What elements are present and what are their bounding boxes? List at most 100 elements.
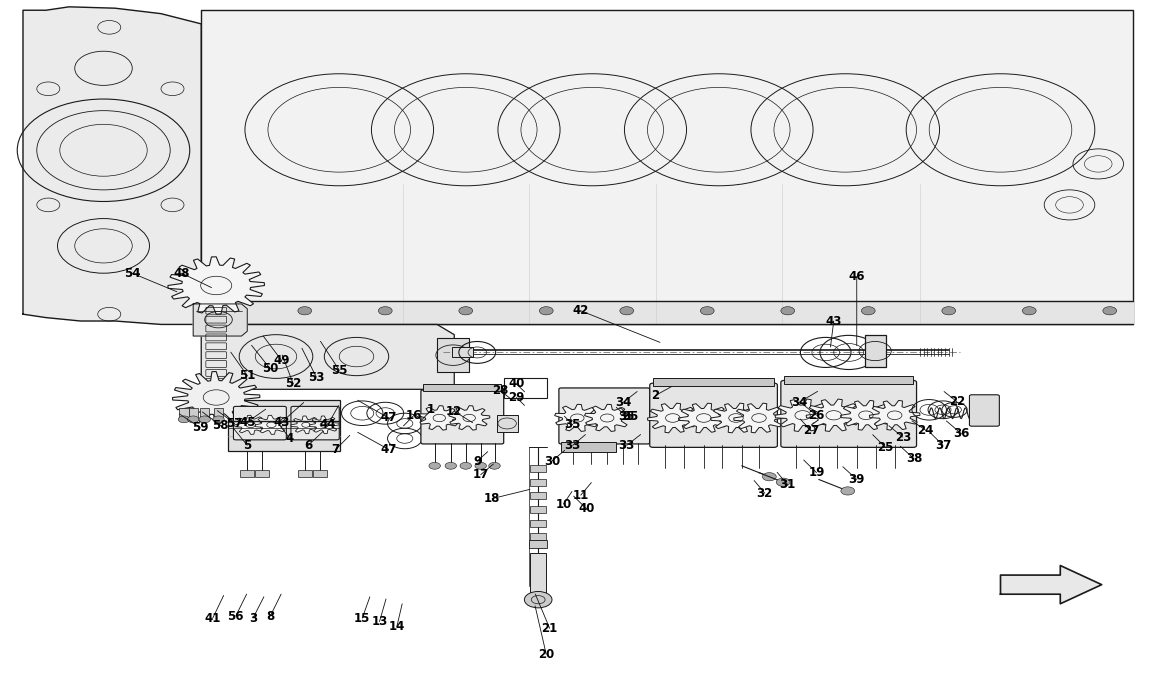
FancyBboxPatch shape [228,400,340,451]
Polygon shape [1000,566,1102,604]
FancyBboxPatch shape [421,390,504,444]
Circle shape [1022,307,1036,315]
Text: 55: 55 [331,363,347,377]
Polygon shape [774,184,917,324]
Text: 4: 4 [285,432,294,445]
Text: 8: 8 [266,609,275,623]
Polygon shape [929,184,1072,324]
Polygon shape [711,403,761,433]
Text: 59: 59 [192,421,208,434]
FancyBboxPatch shape [561,442,616,452]
Circle shape [199,416,210,423]
Polygon shape [291,416,321,434]
Circle shape [620,307,634,315]
Text: 48: 48 [174,266,190,280]
FancyBboxPatch shape [200,408,209,418]
Text: 11: 11 [573,488,589,502]
Polygon shape [23,7,201,324]
Text: 29: 29 [508,391,524,404]
Text: 34: 34 [615,395,631,409]
FancyBboxPatch shape [452,347,473,357]
Polygon shape [678,403,729,433]
Circle shape [762,473,776,481]
Text: 49: 49 [274,354,290,367]
FancyBboxPatch shape [240,470,254,477]
Polygon shape [521,184,664,324]
FancyBboxPatch shape [298,470,312,477]
Text: 35: 35 [619,410,635,423]
Polygon shape [309,416,339,434]
Text: 46: 46 [849,270,865,283]
Polygon shape [394,184,537,324]
Polygon shape [554,404,600,432]
Text: 50: 50 [262,362,278,376]
Text: 2: 2 [651,389,660,402]
FancyBboxPatch shape [423,384,501,391]
Text: 3: 3 [248,611,258,625]
FancyBboxPatch shape [530,506,546,513]
Text: 58: 58 [213,419,229,432]
Circle shape [524,591,552,608]
Polygon shape [647,184,790,324]
FancyBboxPatch shape [313,470,327,477]
Text: 44: 44 [320,418,336,432]
FancyBboxPatch shape [529,540,547,548]
FancyBboxPatch shape [969,395,999,426]
Text: 43: 43 [826,314,842,328]
Text: 40: 40 [578,502,595,516]
Circle shape [942,307,956,315]
Circle shape [489,462,500,469]
Text: 41: 41 [205,611,221,625]
Text: 51: 51 [239,369,255,382]
Text: 18: 18 [484,492,500,505]
Circle shape [539,307,553,315]
Circle shape [776,478,790,486]
Circle shape [700,307,714,315]
FancyBboxPatch shape [559,388,650,444]
Text: 21: 21 [542,622,558,635]
FancyBboxPatch shape [530,479,546,486]
Circle shape [475,462,486,469]
Text: 22: 22 [949,395,965,408]
Text: 39: 39 [849,473,865,486]
FancyBboxPatch shape [497,415,518,432]
Polygon shape [201,10,1133,324]
Text: 47: 47 [381,411,397,425]
Text: 53: 53 [308,370,324,384]
Text: 52: 52 [285,377,301,391]
Text: 7: 7 [331,443,340,456]
Text: 35: 35 [565,418,581,432]
Text: 34: 34 [791,395,807,409]
Text: 47: 47 [381,443,397,456]
Circle shape [378,307,392,315]
Text: 15: 15 [354,611,370,625]
FancyBboxPatch shape [233,406,286,440]
Text: 26: 26 [808,408,825,422]
Text: 16: 16 [406,408,422,422]
Polygon shape [584,404,630,432]
Circle shape [460,462,471,469]
Text: 33: 33 [619,438,635,452]
Polygon shape [775,399,830,432]
Text: 37: 37 [935,438,951,452]
Circle shape [781,307,795,315]
FancyBboxPatch shape [179,408,189,418]
Text: 56: 56 [228,609,244,623]
Polygon shape [168,257,264,314]
Text: 32: 32 [757,486,773,500]
Text: 42: 42 [573,304,589,318]
Text: 1: 1 [427,403,436,417]
Circle shape [445,462,457,469]
Polygon shape [268,184,411,324]
Text: 6: 6 [304,438,313,452]
Polygon shape [201,301,1133,324]
Text: 38: 38 [906,452,922,466]
Polygon shape [255,415,288,434]
FancyBboxPatch shape [784,376,913,384]
Circle shape [429,462,440,469]
FancyBboxPatch shape [865,335,886,367]
Polygon shape [647,403,698,433]
FancyBboxPatch shape [530,492,546,499]
FancyBboxPatch shape [781,380,917,447]
Polygon shape [841,400,891,430]
